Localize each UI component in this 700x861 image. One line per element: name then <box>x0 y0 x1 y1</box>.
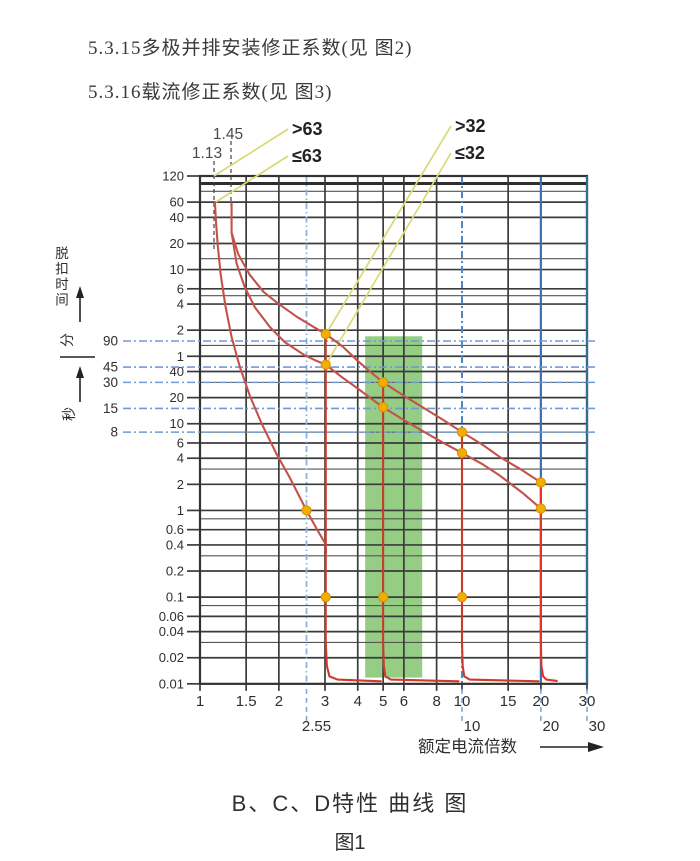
time-marker-label: 30 <box>103 375 118 390</box>
y-tick-label: 120 <box>162 169 184 184</box>
curve-magnetic-trip-20x <box>539 481 558 682</box>
test-point-dot <box>456 447 468 459</box>
y-tick-label: 0.1 <box>166 590 184 605</box>
y-tick-label: 10 <box>170 262 184 277</box>
y-tick-label: 0.06 <box>159 609 184 624</box>
test-point-dot <box>320 359 331 370</box>
heading-line-2: 5.3.16载流修正系数(见 图3) <box>88 82 333 103</box>
y-tick-label: 0.2 <box>166 564 184 579</box>
test-point-dot <box>378 402 389 413</box>
y-tick-label: 0.04 <box>159 624 184 639</box>
y-tick-label: 0.01 <box>159 676 184 691</box>
test-point-dot <box>456 592 468 603</box>
curve-magnetic-trip-3x <box>324 333 382 683</box>
y-tick-label: 0.02 <box>159 650 184 665</box>
curve-thermal-mid-limit <box>230 231 542 510</box>
x-tick-label: 1.5 <box>236 693 257 710</box>
threshold-label: 1.45 <box>213 126 243 143</box>
curve-magnetic-trip-10x <box>460 431 540 683</box>
figure-number: 图1 <box>334 832 366 854</box>
callout-line <box>325 152 452 366</box>
y-tick-label: 40 <box>170 210 184 225</box>
minutes-arrow-head <box>76 286 84 298</box>
y-unit-seconds: 秒 <box>61 407 77 421</box>
current-marker-label: 30 <box>589 718 606 735</box>
seconds-arrow-head <box>76 366 84 378</box>
y-tick-label: 0.6 <box>166 522 184 537</box>
x-tick-label: 4 <box>354 693 362 710</box>
y-tick-label: 1 <box>177 503 184 518</box>
callout-label: ≤32 <box>455 143 485 163</box>
y-tick-label: 0.4 <box>166 537 184 552</box>
y-tick-label: 20 <box>170 390 184 405</box>
heading-line-1: 5.3.15多极并排安装修正系数(见 图2) <box>88 38 413 59</box>
x-tick-label: 6 <box>400 693 408 710</box>
x-tick-label: 3 <box>321 693 329 710</box>
x-axis-title: 额定电流倍数 <box>418 737 518 756</box>
curve-thermal-upper-limit <box>230 202 542 484</box>
y-tick-label: 2 <box>177 477 184 492</box>
y-tick-label: 20 <box>170 236 184 251</box>
test-point-dot <box>378 377 389 388</box>
callout-label: >32 <box>455 116 486 136</box>
y-tick-label: 10 <box>170 416 184 431</box>
x-tick-label: 8 <box>432 693 440 710</box>
x-tick-label: 2 <box>275 693 283 710</box>
x-tick-label: 1 <box>196 693 204 710</box>
y-tick-label: 60 <box>170 195 184 210</box>
y-tick-label: 1 <box>177 349 184 364</box>
current-marker-label: 10 <box>464 718 481 735</box>
callout-line <box>213 128 289 177</box>
y-tick-label: 40 <box>170 364 184 379</box>
test-point-dot <box>535 477 546 488</box>
test-point-dot <box>301 505 312 516</box>
y-unit-minutes: 分 <box>59 333 75 347</box>
current-marker-label: 20 <box>543 718 560 735</box>
time-marker-label: 90 <box>103 333 118 348</box>
threshold-label: 1.13 <box>192 145 222 162</box>
curve-thermal-lower-limit <box>213 201 328 554</box>
test-point-dot <box>320 329 331 340</box>
callout-label: >63 <box>292 119 323 139</box>
test-point-dot <box>378 592 389 603</box>
callout-line <box>325 125 452 335</box>
test-point-dot <box>535 503 546 514</box>
test-point-dot <box>456 427 468 438</box>
x-tick-label: 5 <box>379 693 387 710</box>
y-tick-label: 6 <box>177 435 184 450</box>
test-point-dot <box>320 592 331 603</box>
y-axis-title-char: 脱 <box>55 246 69 261</box>
y-tick-label: 2 <box>177 323 184 338</box>
y-tick-label: 6 <box>177 281 184 296</box>
chart-caption: B、C、D特性 曲线 图 <box>231 791 469 816</box>
time-marker-label: 8 <box>110 425 118 440</box>
y-axis-title-char: 间 <box>55 293 69 308</box>
current-marker-label: 2.55 <box>302 718 331 735</box>
green-band <box>365 336 423 678</box>
callout-line <box>215 155 289 203</box>
y-axis-title-char: 时 <box>55 277 69 292</box>
y-tick-label: 4 <box>177 451 184 466</box>
time-marker-label: 15 <box>103 401 118 416</box>
x-tick-label: 15 <box>500 693 517 710</box>
trip-curve-chart: 12060402010642140201064210.60.40.20.10.0… <box>55 116 606 756</box>
y-tick-label: 4 <box>177 297 184 312</box>
time-marker-label: 45 <box>103 360 118 375</box>
x-axis-arrow-head <box>588 742 604 752</box>
y-axis-title-char: 扣 <box>55 262 69 277</box>
callout-label: ≤63 <box>292 146 322 166</box>
